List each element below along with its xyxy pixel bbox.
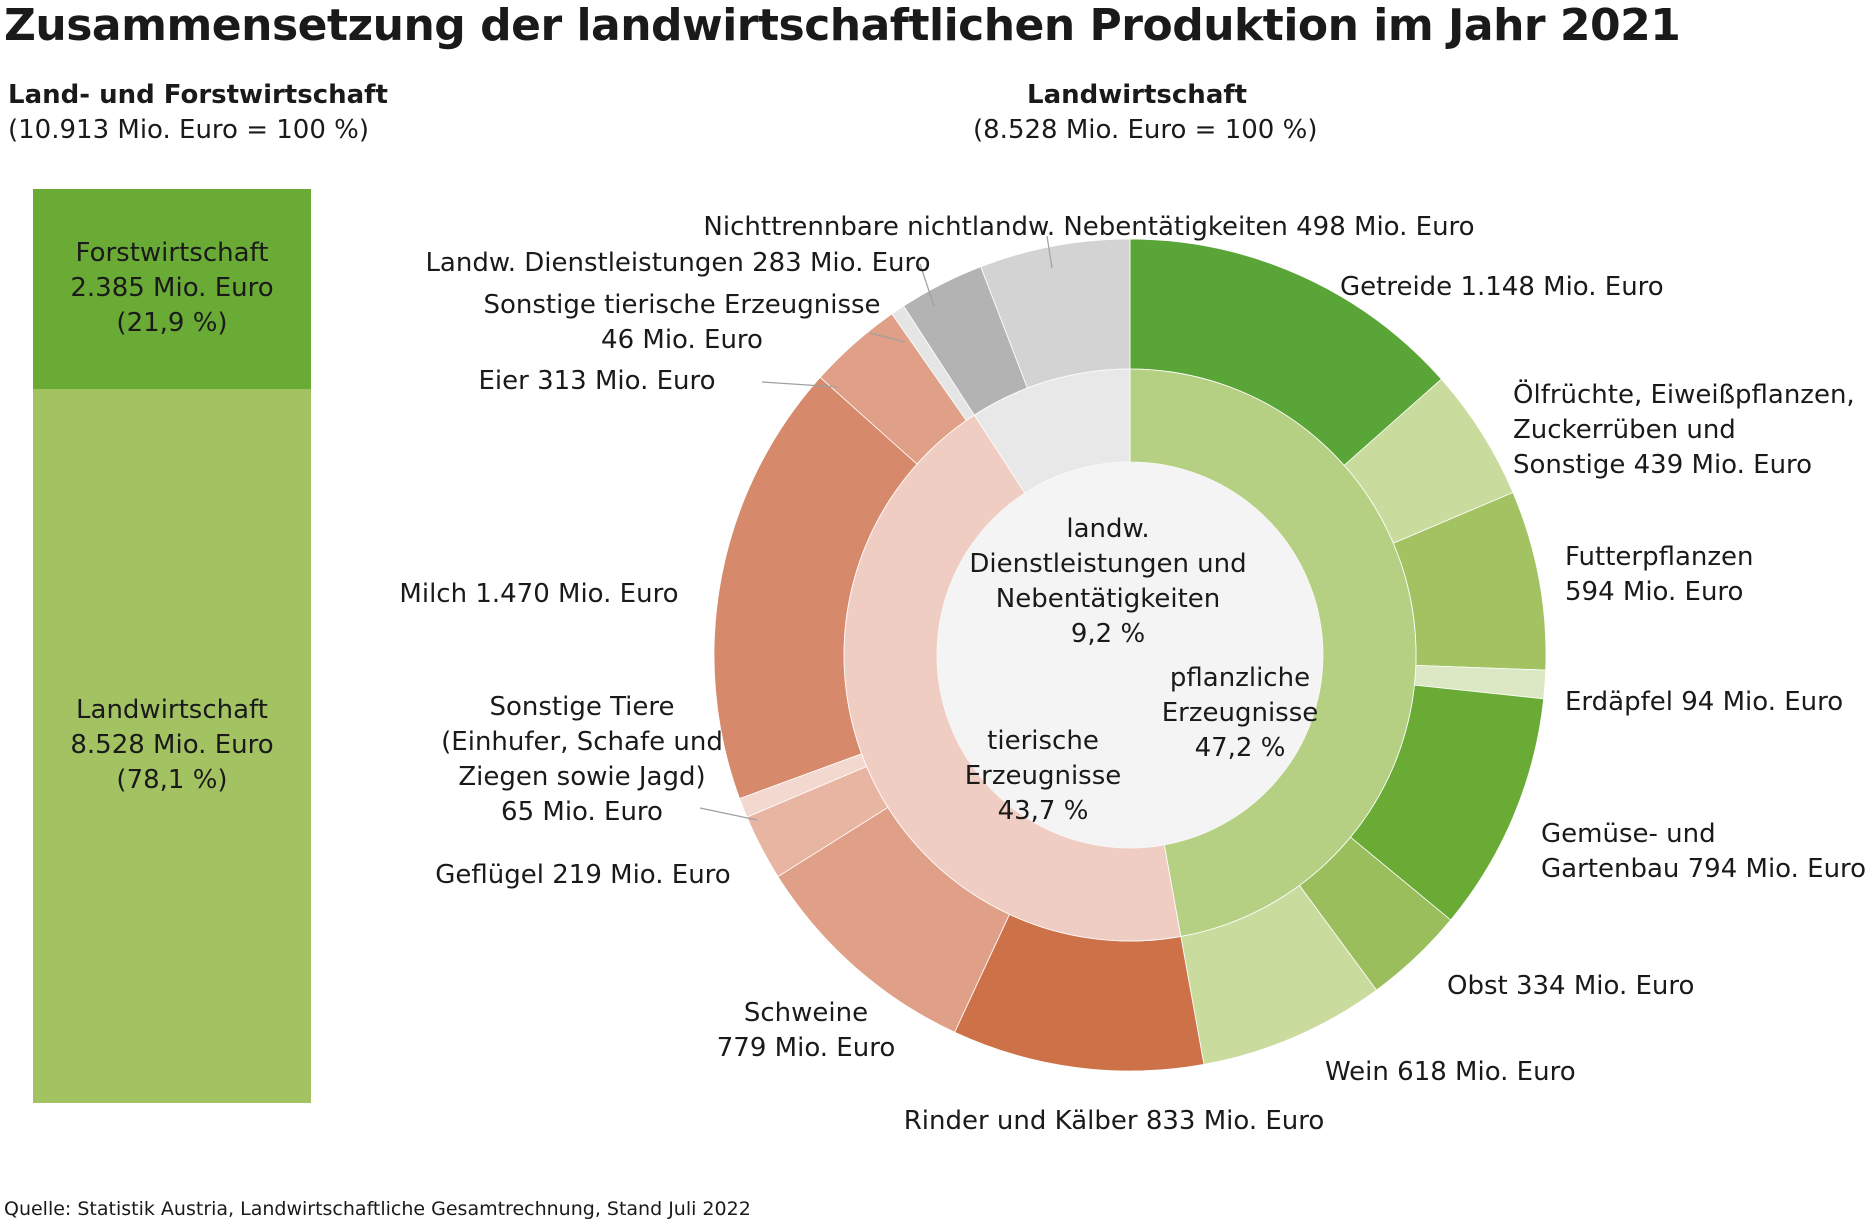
bar-label-land-pct: (78,1 %) — [116, 765, 228, 796]
label-obst: Obst 334 Mio. Euro — [1447, 971, 1694, 1001]
label-sonstige-tier-erz: Sonstige tierische Erzeugnisse 46 Mio. Eu… — [483, 290, 880, 355]
label-futter: Futterpflanzen 594 Mio. Euro — [1565, 542, 1754, 607]
label-line: Ölfrüchte, Eiweißpflanzen, — [1513, 378, 1855, 410]
slice-labels: Nichttrennbare nichtlandw. Nebentätigkei… — [399, 212, 1866, 1136]
label-line: Nebentätigkeiten — [996, 584, 1221, 614]
bar-segment-forstwirtschaft: Forstwirtschaft 2.385 Mio. Euro (21,9 %) — [33, 189, 311, 389]
label-dienst: Landw. Dienstleistungen 283 Mio. Euro — [425, 248, 930, 278]
leader-dienst — [919, 263, 935, 307]
label-line: Nichttrennbare nichtlandw. Nebentätigkei… — [703, 212, 1474, 242]
label-oel: Ölfrüchte, Eiweißpflanzen, Zuckerrüben un… — [1513, 378, 1855, 480]
bar-label-land-name: Landwirtschaft — [76, 695, 268, 726]
label-line: Milch 1.470 Mio. Euro — [399, 579, 678, 609]
right-panel-heading: Landwirtschaft — [1027, 80, 1248, 110]
label-milch: Milch 1.470 Mio. Euro — [399, 579, 678, 609]
label-gemuese: Gemüse- und Gartenbau 794 Mio. Euro — [1541, 819, 1866, 884]
label-rinder: Rinder und Kälber 833 Mio. Euro — [904, 1106, 1325, 1136]
label-line: Gartenbau 794 Mio. Euro — [1541, 854, 1866, 884]
label-line: 594 Mio. Euro — [1565, 577, 1743, 607]
label-line: Landw. Dienstleistungen 283 Mio. Euro — [425, 248, 930, 278]
label-line: Futterpflanzen — [1565, 542, 1754, 572]
label-inner-animal: tierische Erzeugnisse 43,7 % — [965, 726, 1122, 826]
label-line: Sonstige 439 Mio. Euro — [1513, 450, 1812, 480]
label-schweine: Schweine 779 Mio. Euro — [717, 998, 895, 1063]
label-line: Sonstige Tiere — [489, 692, 674, 722]
label-erdaepfel: Erdäpfel 94 Mio. Euro — [1565, 687, 1843, 717]
outer-ring — [713, 238, 1547, 1072]
label-line: Erzeugnisse — [965, 761, 1122, 791]
inner-ring — [843, 368, 1417, 942]
label-line: Geflügel 219 Mio. Euro — [435, 860, 730, 890]
label-inner-service: landw. Dienstleistungen und Nebentätigkeit… — [969, 514, 1246, 649]
label-line: Gemüse- und — [1541, 819, 1716, 849]
right-panel-total: (8.528 Mio. Euro = 100 %) — [973, 115, 1318, 145]
leader-lines — [699, 235, 1053, 821]
bar-label-land-value: 8.528 Mio. Euro — [70, 730, 274, 761]
bar-label-forst-pct: (21,9 %) — [116, 308, 228, 339]
label-line: Sonstige tierische Erzeugnisse — [483, 290, 880, 320]
label-line: 779 Mio. Euro — [717, 1033, 895, 1063]
label-sonstige-tiere: Sonstige Tiere (Einhufer, Schafe und Ziege… — [441, 692, 723, 827]
label-line: 46 Mio. Euro — [601, 325, 763, 355]
label-line: landw. — [1066, 514, 1149, 544]
label-line: Dienstleistungen und — [969, 549, 1246, 579]
label-eier: Eier 313 Mio. Euro — [478, 366, 715, 396]
label-line: 43,7 % — [998, 796, 1089, 826]
label-line: 65 Mio. Euro — [501, 797, 663, 827]
label-line: Erzeugnisse — [1162, 698, 1319, 728]
label-line: Ziegen sowie Jagd) — [458, 762, 705, 792]
label-line: Rinder und Kälber 833 Mio. Euro — [904, 1106, 1325, 1136]
label-line: Obst 334 Mio. Euro — [1447, 971, 1694, 1001]
chart-title: Zusammensetzung der landwirtschaftlichen… — [4, 0, 1681, 51]
label-line: (Einhufer, Schafe und — [441, 727, 723, 757]
leader-neben — [1046, 235, 1053, 269]
leader-eier — [761, 381, 839, 388]
bar-label-forst-name: Forstwirtschaft — [75, 238, 269, 269]
label-inner-plant: pflanzliche Erzeugnisse 47,2 % — [1162, 663, 1319, 763]
label-line: Zuckerrüben und — [1513, 415, 1736, 445]
source-note: Quelle: Statistik Austria, Landwirtschaf… — [4, 1198, 751, 1220]
center-disc — [937, 462, 1323, 848]
label-line: Getreide 1.148 Mio. Euro — [1340, 272, 1664, 302]
leader-sonstige-tier-erz — [869, 332, 906, 343]
label-line: 47,2 % — [1195, 733, 1286, 763]
label-neben: Nichttrennbare nichtlandw. Nebentätigkei… — [703, 212, 1474, 242]
label-line: Wein 618 Mio. Euro — [1325, 1057, 1576, 1087]
label-line: Erdäpfel 94 Mio. Euro — [1565, 687, 1843, 717]
label-line: Eier 313 Mio. Euro — [478, 366, 715, 396]
label-line: 9,2 % — [1071, 619, 1145, 649]
label-gefluegel: Geflügel 219 Mio. Euro — [435, 860, 730, 890]
bar-label-forst-value: 2.385 Mio. Euro — [70, 273, 274, 304]
bar-segment-landwirtschaft: Landwirtschaft 8.528 Mio. Euro (78,1 %) — [33, 388, 311, 1103]
label-getreide: Getreide 1.148 Mio. Euro — [1340, 272, 1664, 302]
label-line: tierische — [987, 726, 1099, 756]
label-line: Schweine — [744, 998, 868, 1028]
label-line: pflanzliche — [1170, 663, 1310, 693]
left-panel-heading: Land- und Forstwirtschaft — [8, 80, 388, 110]
label-wein: Wein 618 Mio. Euro — [1325, 1057, 1576, 1087]
leader-sonstige-tiere — [699, 807, 758, 821]
left-panel-total: (10.913 Mio. Euro = 100 %) — [8, 115, 370, 145]
